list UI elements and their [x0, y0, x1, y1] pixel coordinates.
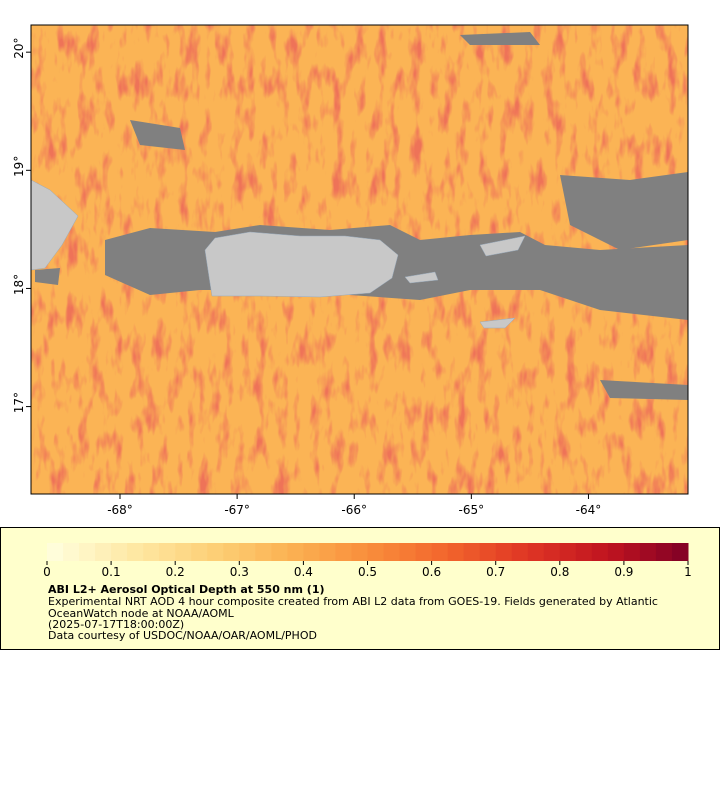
lat-tick-label: 19° — [12, 156, 26, 177]
colorbar-step — [47, 543, 64, 561]
colorbar-step — [239, 543, 256, 561]
colorbar-step — [623, 543, 641, 561]
colorbar-tick-label: 0.8 — [550, 565, 569, 579]
colorbar-step — [223, 543, 240, 561]
colorbar-step — [559, 543, 577, 561]
colorbar-step — [303, 543, 320, 561]
colorbar-step — [351, 543, 368, 561]
colorbar-step — [255, 543, 272, 561]
colorbar-tick-label: 0.5 — [358, 565, 377, 579]
colorbar-tick-label: 0.3 — [230, 565, 249, 579]
colorbar-step — [591, 543, 609, 561]
colorbar-step — [447, 543, 465, 561]
legend-line: OceanWatch node at NOAA/AOML — [48, 607, 235, 620]
colorbar-step — [191, 543, 208, 561]
colorbar-step — [415, 543, 433, 561]
colorbar-step — [655, 543, 673, 561]
colorbar-step — [399, 543, 417, 561]
colorbar-step — [63, 543, 80, 561]
colorbar-step — [319, 543, 336, 561]
colorbar-tick-label: 0.7 — [486, 565, 505, 579]
colorbar-step — [287, 543, 304, 561]
colorbar-step — [639, 543, 657, 561]
colorbar-tick-label: 0.1 — [102, 565, 121, 579]
colorbar-tick-label: 0.9 — [614, 565, 633, 579]
lat-tick-label: 20° — [12, 38, 26, 59]
colorbar-step — [207, 543, 224, 561]
lon-tick-label: -64° — [576, 503, 602, 517]
lat-tick-label: 18° — [12, 274, 26, 295]
colorbar-step — [175, 543, 192, 561]
colorbar-step — [335, 543, 352, 561]
colorbar-tick-label: 0.2 — [166, 565, 185, 579]
colorbar-step — [511, 543, 529, 561]
colorbar-step — [383, 543, 401, 561]
colorbar-tick-label: 0.4 — [294, 565, 313, 579]
colorbar-tick-label: 1 — [684, 565, 692, 579]
map-frame — [30, 24, 689, 495]
colorbar-step — [271, 543, 288, 561]
map-raster — [31, 25, 688, 494]
colorbar-step — [607, 543, 625, 561]
colorbar-step — [431, 543, 449, 561]
colorbar-step — [463, 543, 481, 561]
lon-tick-label: -65° — [459, 503, 485, 517]
lon-tick-label: -66° — [341, 503, 367, 517]
colorbar-step — [111, 543, 128, 561]
colorbar-step — [479, 543, 497, 561]
colorbar-step — [79, 543, 96, 561]
colorbar-step — [127, 543, 144, 561]
legend-line: (2025-07-17T18:00:00Z) — [48, 618, 184, 631]
lat-tick-label: 17° — [12, 392, 26, 413]
colorbar-step — [543, 543, 561, 561]
colorbar-step — [527, 543, 545, 561]
lon-tick-label: -68° — [107, 503, 133, 517]
land — [31, 179, 526, 329]
colorbar-step — [159, 543, 176, 561]
legend-line: Data courtesy of USDOC/NOAA/OAR/AOML/PHO… — [48, 629, 317, 642]
colorbar-step — [575, 543, 593, 561]
colorbar-step — [143, 543, 160, 561]
colorbar-step — [671, 543, 689, 561]
colorbar-step — [495, 543, 513, 561]
colorbar-tick-label: 0.6 — [422, 565, 441, 579]
legend-line: Experimental NRT AOD 4 hour composite cr… — [48, 595, 658, 608]
lon-tick-label: -67° — [224, 503, 250, 517]
colorbar-step — [367, 543, 385, 561]
legend-title: ABI L2+ Aerosol Optical Depth at 550 nm … — [48, 583, 325, 596]
colorbar-step — [95, 543, 112, 561]
colorbar-tick-label: 0 — [43, 565, 51, 579]
